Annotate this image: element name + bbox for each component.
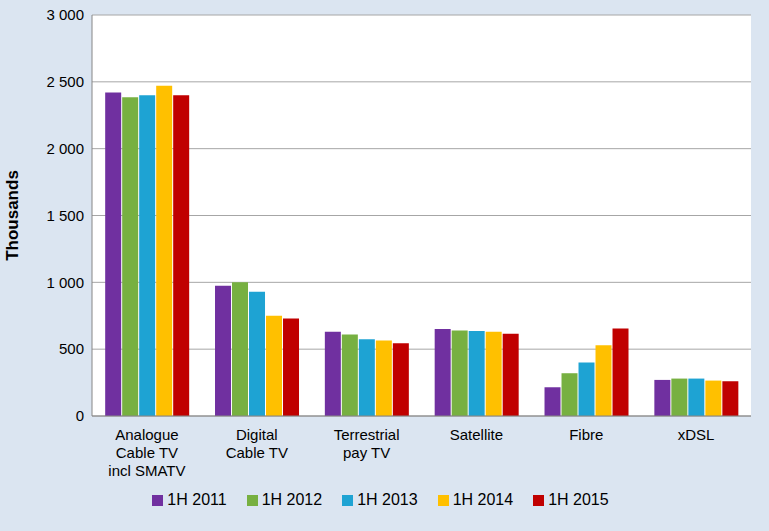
html-text:1H 2011: 1H 2011 [167, 491, 227, 508]
svg-text:1 000: 1 000 [46, 274, 84, 291]
svg-text:AnalogueCable TVincl SMATV: AnalogueCable TVincl SMATV [108, 426, 185, 479]
html-text:1H 2013: 1H 2013 [357, 491, 418, 508]
svg-text:1 500: 1 500 [46, 207, 84, 224]
svg-text:Thousands: Thousands [8, 170, 22, 261]
svg-text:Satellite: Satellite [450, 426, 503, 443]
svg-text:xDSL: xDSL [678, 426, 715, 443]
html-text:1H 2014: 1H 2014 [452, 491, 514, 508]
svg-text:Fibre: Fibre [569, 426, 603, 443]
svg-text:2 500: 2 500 [46, 73, 84, 90]
svg-text:Terrestrialpay TV: Terrestrialpay TV [334, 426, 400, 461]
svg-text:DigitalCable TV: DigitalCable TV [226, 426, 288, 461]
svg-text:3 000: 3 000 [46, 6, 84, 23]
html-text:1H 2012: 1H 2012 [261, 491, 323, 508]
svg-text:2 000: 2 000 [46, 140, 84, 157]
svg-text:500: 500 [59, 340, 84, 357]
svg-text:0: 0 [76, 407, 84, 424]
html-text:1H 2015: 1H 2015 [548, 491, 609, 508]
